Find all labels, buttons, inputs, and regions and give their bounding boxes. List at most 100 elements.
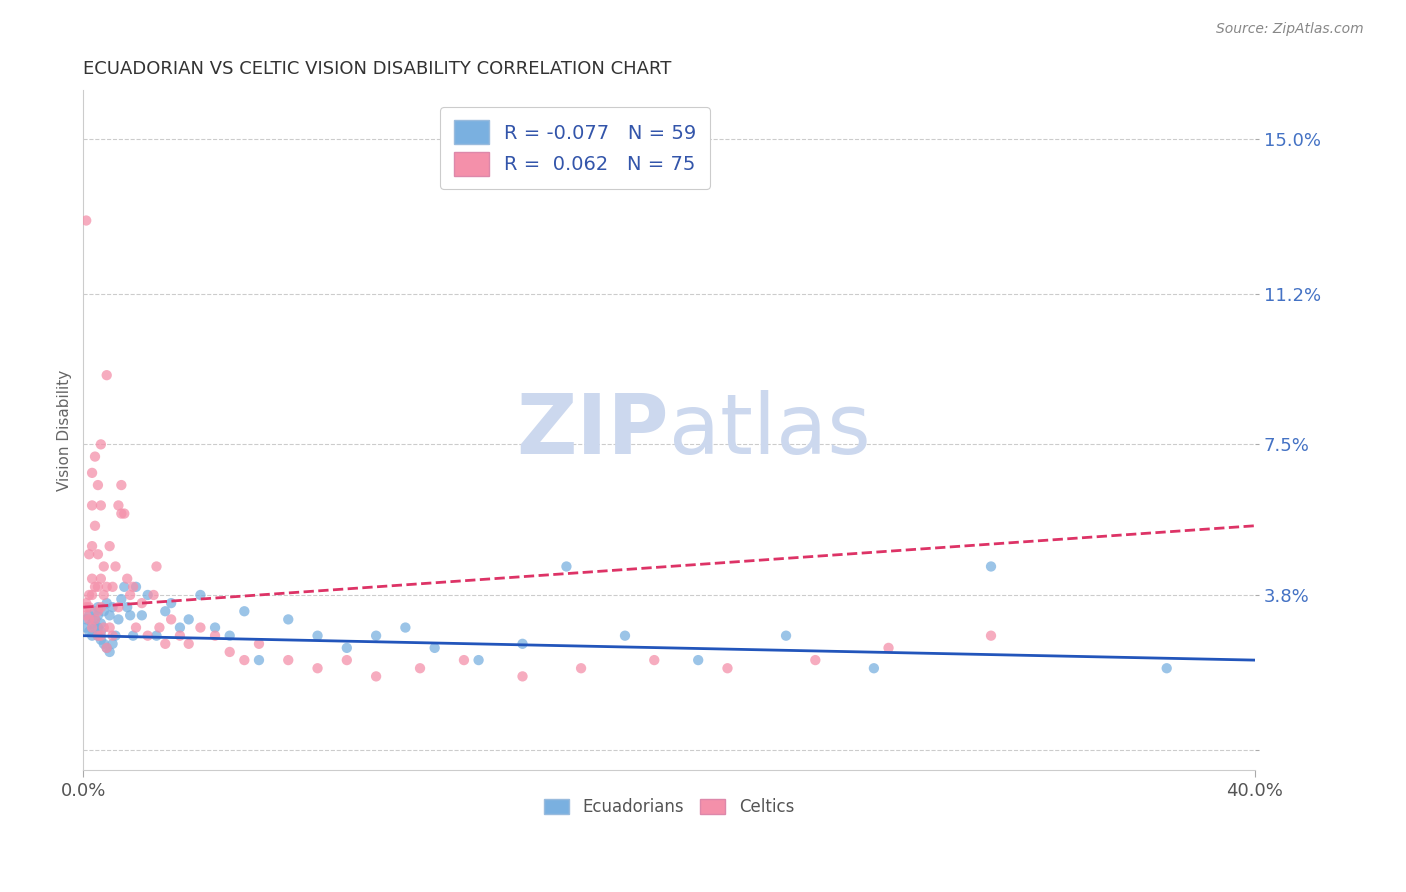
Point [84, 621, 107, 635]
Point [115, 600, 138, 615]
Point [107, 499, 129, 513]
Point [716, 661, 738, 675]
Point [80, 499, 103, 513]
Point [80, 616, 103, 631]
Point [233, 653, 256, 667]
Point [75, 621, 97, 635]
Point [142, 588, 165, 602]
Point [84, 580, 107, 594]
Point [75, 612, 97, 626]
Point [87, 478, 110, 492]
Point [87, 604, 110, 618]
Point [136, 629, 159, 643]
Point [145, 629, 167, 643]
Point [366, 669, 388, 683]
Point [107, 600, 129, 615]
Point [148, 621, 170, 635]
Point [77, 612, 100, 626]
Point [90, 572, 112, 586]
Point [84, 612, 107, 626]
Point [218, 629, 240, 643]
Point [87, 629, 110, 643]
Point [77, 608, 100, 623]
Point [775, 629, 797, 643]
Text: atlas: atlas [669, 390, 870, 471]
Point [93, 588, 115, 602]
Point [98, 539, 121, 553]
Point [84, 604, 107, 618]
Point [136, 588, 159, 602]
Point [90, 600, 112, 615]
Point [177, 612, 200, 626]
Point [98, 608, 121, 623]
Point [218, 645, 240, 659]
Point [87, 547, 110, 561]
Point [90, 624, 112, 639]
Point [107, 612, 129, 626]
Point [125, 580, 148, 594]
Text: ZIP: ZIP [516, 390, 669, 471]
Text: ECUADORIAN VS CELTIC VISION DISABILITY CORRELATION CHART: ECUADORIAN VS CELTIC VISION DISABILITY C… [83, 60, 672, 78]
Point [122, 629, 145, 643]
Point [87, 621, 110, 635]
Point [104, 559, 127, 574]
Point [277, 612, 299, 626]
Point [145, 559, 167, 574]
Point [204, 629, 226, 643]
Point [112, 507, 135, 521]
Point [101, 629, 124, 643]
Point [93, 604, 115, 618]
Point [177, 637, 200, 651]
Point [87, 608, 110, 623]
Point [1156, 661, 1178, 675]
Point [75, 213, 97, 227]
Point [77, 588, 100, 602]
Point [101, 580, 124, 594]
Point [77, 547, 100, 561]
Point [277, 653, 299, 667]
Point [90, 629, 112, 643]
Point [155, 604, 177, 618]
Point [110, 592, 132, 607]
Point [101, 637, 124, 651]
Point [336, 653, 359, 667]
Point [120, 588, 142, 602]
Point [98, 645, 121, 659]
Point [93, 621, 115, 635]
Y-axis label: Vision Disability: Vision Disability [58, 369, 72, 491]
Point [87, 629, 110, 643]
Point [467, 653, 489, 667]
Point [96, 596, 118, 610]
Point [120, 608, 142, 623]
Point [87, 600, 110, 615]
Point [643, 653, 665, 667]
Point [160, 596, 183, 610]
Point [90, 499, 112, 513]
Point [423, 640, 446, 655]
Point [90, 632, 112, 647]
Point [96, 580, 118, 594]
Point [87, 580, 110, 594]
Point [96, 368, 118, 383]
Point [101, 600, 124, 615]
Point [512, 637, 534, 651]
Point [307, 629, 329, 643]
Point [125, 621, 148, 635]
Point [169, 629, 191, 643]
Point [75, 608, 97, 623]
Point [247, 637, 270, 651]
Point [190, 621, 212, 635]
Point [80, 621, 103, 635]
Point [84, 450, 107, 464]
Point [336, 640, 359, 655]
Point [614, 629, 637, 643]
Point [96, 640, 118, 655]
Point [247, 653, 270, 667]
Point [115, 572, 138, 586]
Point [555, 559, 578, 574]
Point [110, 478, 132, 492]
Point [80, 629, 103, 643]
Point [80, 588, 103, 602]
Point [804, 653, 827, 667]
Point [204, 621, 226, 635]
